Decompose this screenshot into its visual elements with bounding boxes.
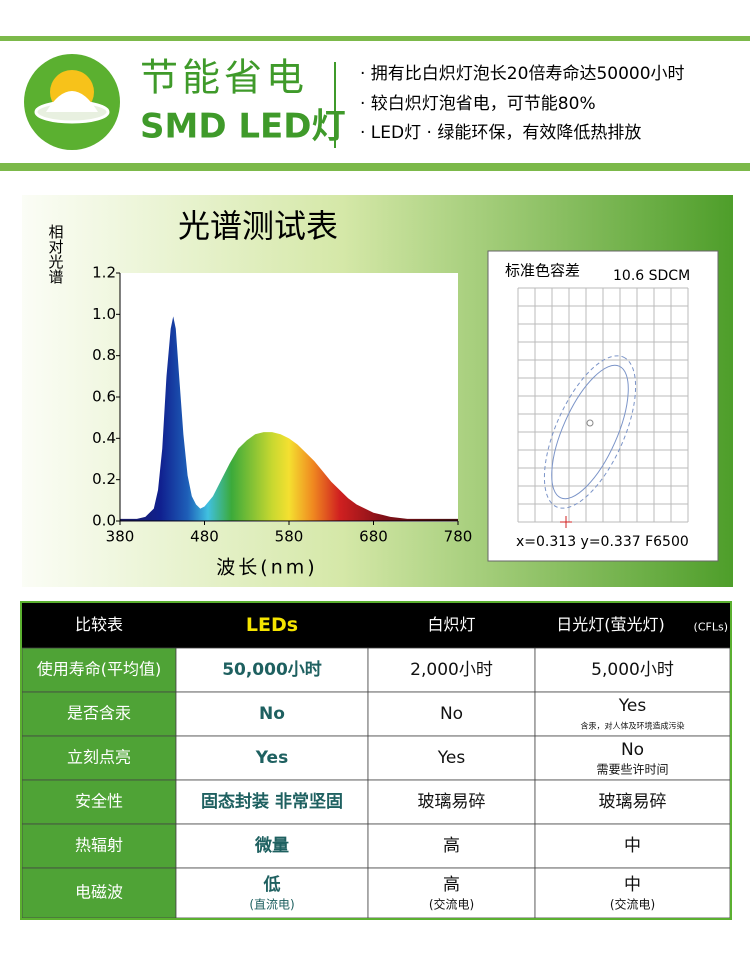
y-tick-label: 0.6 — [92, 388, 116, 406]
table-text: 热辐射 — [75, 836, 123, 855]
top-band — [0, 36, 750, 41]
table-text: 5,000小时 — [591, 660, 674, 680]
table-cell — [21, 647, 177, 693]
table-text: 中 — [624, 836, 641, 856]
table-cell — [534, 779, 731, 825]
subtitle: SMD LED灯 — [140, 107, 346, 147]
x-axis-label: 波长(nm) — [216, 557, 317, 579]
table-text: 固态封装 非常坚固 — [201, 791, 343, 812]
table-text: 50,000小时 — [222, 660, 322, 680]
table-text: 高 — [443, 875, 460, 895]
table-cell — [367, 602, 536, 649]
y-tick-label: 0.4 — [92, 429, 116, 447]
table-cell — [175, 647, 369, 693]
table-cell — [534, 602, 731, 649]
table-cell — [534, 647, 731, 693]
x-tick-label: 680 — [359, 528, 388, 546]
logo — [24, 54, 120, 150]
table-text: 安全性 — [75, 792, 123, 811]
table-text: Yes — [618, 696, 647, 716]
tolerance-title: 标准色容差 — [505, 262, 580, 280]
table-text: 是否含汞 — [67, 704, 131, 723]
table-header: 比较表 — [75, 615, 123, 634]
title: 节能省电 — [140, 56, 308, 100]
table-text: No — [621, 740, 644, 760]
bottom-band — [0, 163, 750, 171]
table-cell — [21, 867, 177, 919]
table-cell — [534, 823, 731, 869]
table-cell — [367, 691, 536, 737]
table-cell — [534, 867, 731, 919]
feature: · 拥有比白炽灯泡长20倍寿命达50000小时 — [360, 64, 685, 84]
table-cell — [534, 735, 731, 781]
table-text: Yes — [255, 748, 288, 768]
table-border — [20, 601, 732, 920]
table-note: (交流电) — [610, 897, 655, 912]
table-text: 微量 — [254, 835, 289, 856]
table-text: 玻璃易碎 — [418, 792, 486, 812]
table-cell — [175, 602, 369, 649]
table-note: (CFLs) — [694, 621, 728, 634]
x-tick-label: 480 — [190, 528, 219, 546]
table-cell — [367, 735, 536, 781]
table-cell — [367, 779, 536, 825]
x-tick-label: 380 — [106, 528, 135, 546]
table-note: (交流电) — [429, 897, 474, 912]
table-text: 低 — [263, 874, 281, 895]
table-header: LEDs — [246, 614, 298, 636]
table-cell — [175, 867, 369, 919]
chart-title: 光谱测试表 — [178, 207, 338, 245]
table-text: No — [259, 704, 285, 724]
table-cell — [367, 823, 536, 869]
table-text: 2,000小时 — [410, 660, 493, 680]
spectrum-area — [120, 316, 458, 521]
table-note: (直流电) — [249, 898, 294, 912]
table-cell — [534, 691, 731, 737]
table-cell — [21, 823, 177, 869]
table-text: Yes — [437, 748, 466, 768]
y-tick-label: 0.8 — [92, 346, 116, 364]
table-note: 需要些许时间 — [596, 763, 668, 777]
table-cell — [367, 647, 536, 693]
y-tick-label: 0.2 — [92, 470, 116, 488]
y-tick-label: 1.0 — [92, 305, 116, 323]
table-text: 电磁波 — [75, 883, 123, 902]
table-text: 使用寿命(平均值) — [37, 660, 162, 679]
tolerance-panel — [487, 250, 719, 562]
x-tick-label: 780 — [444, 528, 473, 546]
table-text: 立刻点亮 — [67, 748, 131, 767]
table-text: 中 — [624, 875, 641, 895]
table-note: 含汞，对人体及环境造成污染 — [581, 721, 685, 731]
table-header: 日光灯(萤光灯) — [556, 615, 665, 634]
y-tick-label: 1.2 — [92, 264, 116, 282]
table-cell — [21, 691, 177, 737]
table-cell — [21, 735, 177, 781]
y-tick-label: 0.0 — [92, 512, 116, 530]
feature: · LED灯 · 绿能环保，有效降低热排放 — [360, 123, 641, 143]
feature: · 较白炽灯泡省电，可节能80% — [360, 94, 596, 114]
table-cell — [175, 735, 369, 781]
y-axis-label: 相对光谱 — [47, 224, 65, 284]
tolerance-coords: x=0.313 y=0.337 F6500 — [516, 534, 689, 550]
table-cell — [175, 691, 369, 737]
x-tick-label: 580 — [275, 528, 304, 546]
table-text: 高 — [443, 836, 460, 856]
table-text: 玻璃易碎 — [599, 792, 667, 812]
tolerance-value: 10.6 SDCM — [613, 268, 690, 284]
table-text: No — [440, 704, 463, 724]
table-header: 白炽灯 — [427, 615, 475, 634]
